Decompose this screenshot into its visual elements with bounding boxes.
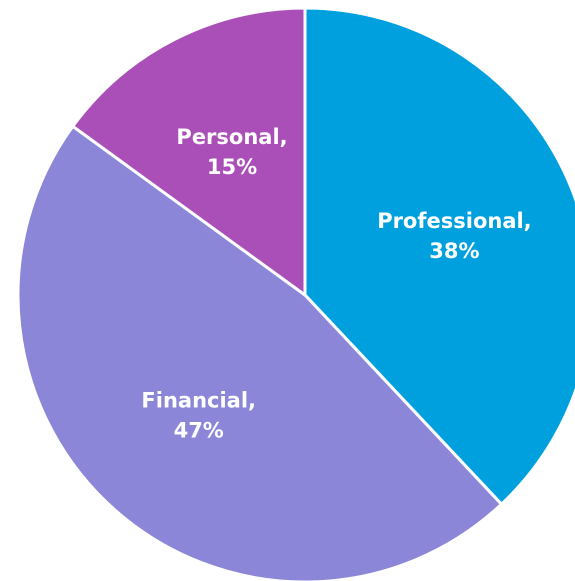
pie-slice bbox=[16, 124, 504, 581]
category-label: Financial, bbox=[141, 389, 256, 413]
pie-slice bbox=[70, 6, 307, 298]
value-label: 47% bbox=[174, 419, 224, 443]
data-label: Personal, 15% bbox=[176, 125, 287, 179]
category-label: Professional, bbox=[377, 209, 531, 233]
value-label: 38% bbox=[429, 239, 479, 263]
data-label: Professional, 38% bbox=[377, 209, 531, 263]
value-label: 15% bbox=[207, 155, 257, 179]
category-label: Personal, bbox=[176, 125, 287, 149]
data-label: Financial, 47% bbox=[141, 389, 256, 443]
pie-slice bbox=[303, 6, 575, 507]
